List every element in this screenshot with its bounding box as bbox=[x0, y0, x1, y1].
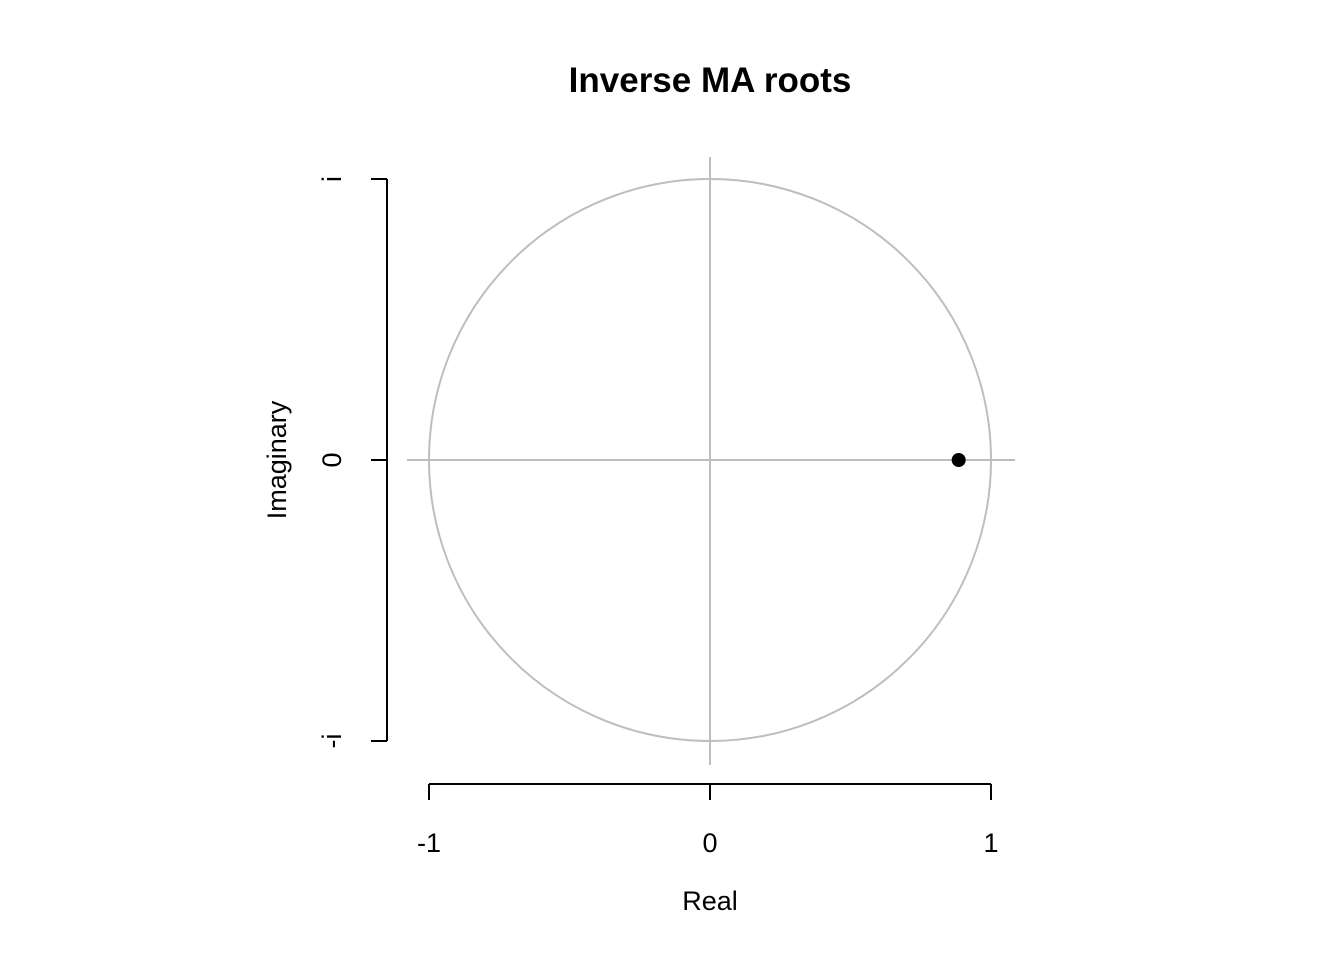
x-tick-label: -1 bbox=[417, 828, 441, 858]
root-point bbox=[951, 453, 966, 467]
x-tick-label: 1 bbox=[983, 828, 998, 858]
y-axis: -i 0 i bbox=[317, 176, 388, 749]
chart-title: Inverse MA roots bbox=[569, 61, 852, 100]
y-axis-label: Imaginary bbox=[262, 400, 292, 519]
y-tick-label: -i bbox=[317, 734, 347, 749]
x-tick-label: 0 bbox=[702, 828, 717, 858]
x-axis: -1 0 1 bbox=[417, 783, 999, 858]
y-tick-label: 0 bbox=[317, 452, 347, 467]
y-tick-label: i bbox=[317, 176, 347, 182]
unit-circle bbox=[428, 178, 992, 742]
x-axis-label: Real bbox=[682, 886, 738, 916]
plot-area bbox=[407, 157, 1015, 765]
